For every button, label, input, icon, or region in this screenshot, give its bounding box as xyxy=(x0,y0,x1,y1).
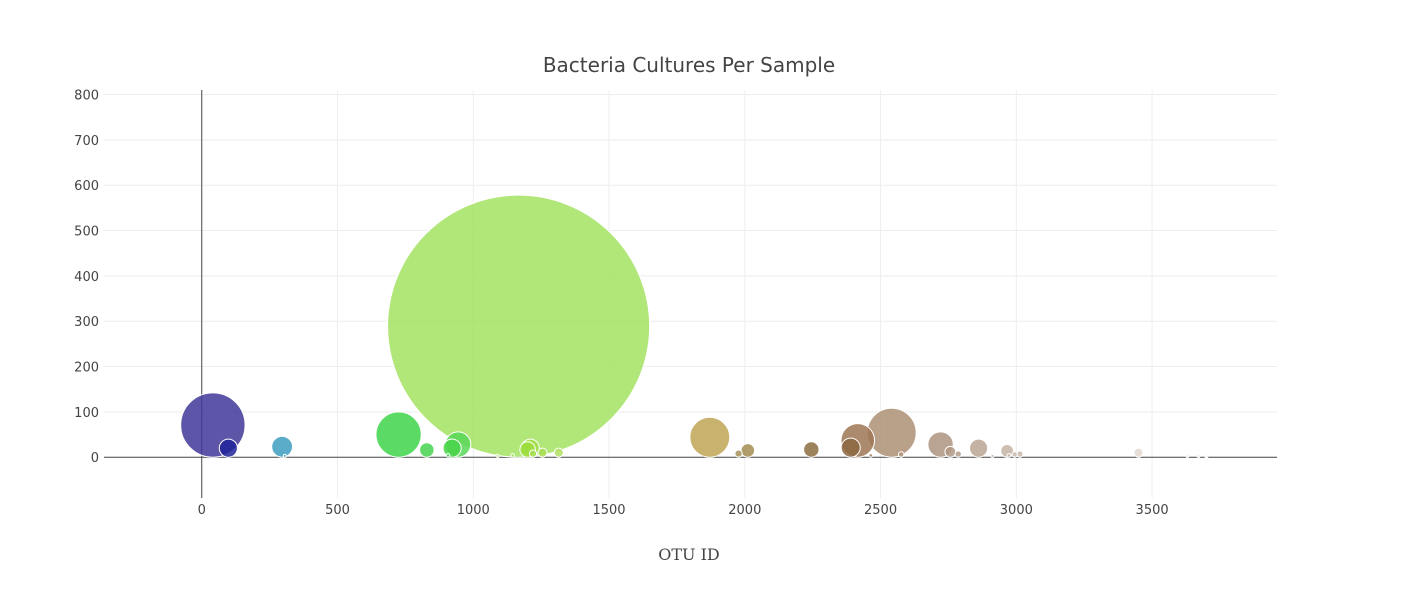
bubble-point xyxy=(445,453,451,458)
bubble-point xyxy=(537,447,548,458)
bubble-point xyxy=(218,438,238,458)
bubble-point xyxy=(1196,453,1201,458)
bubble-point xyxy=(528,449,538,458)
bubble-point xyxy=(944,445,957,458)
bubble-point xyxy=(868,453,874,458)
bubble-point xyxy=(689,416,731,458)
bubble-point xyxy=(969,438,989,458)
x-tick-label: 1500 xyxy=(592,503,625,518)
bubble-point xyxy=(803,441,820,458)
chart-title: Bacteria Cultures Per Sample xyxy=(543,53,835,77)
bubble-point xyxy=(271,435,294,458)
bubble-point xyxy=(375,411,422,458)
x-tick-label: 0 xyxy=(198,503,206,518)
y-tick-label: 0 xyxy=(91,451,99,466)
x-tick-label: 2500 xyxy=(864,503,897,518)
bubble-series xyxy=(180,194,1209,459)
bubble-point xyxy=(419,442,435,458)
bubble-point xyxy=(1133,447,1144,458)
bubble-point xyxy=(282,453,287,458)
y-tick-label: 300 xyxy=(74,315,99,330)
bubble-point xyxy=(1011,451,1018,458)
bubble-point xyxy=(734,449,743,458)
bubble-point xyxy=(954,450,962,458)
bubble-point xyxy=(510,453,515,458)
y-tick-label: 700 xyxy=(74,134,99,149)
y-tick-label: 600 xyxy=(74,179,99,194)
grid-lines xyxy=(104,90,1277,498)
y-tick-label: 800 xyxy=(74,89,99,104)
y-tick-label: 500 xyxy=(74,225,99,240)
bubble-point xyxy=(442,438,462,458)
bubble-point xyxy=(495,453,500,458)
bubble-point xyxy=(990,453,995,458)
bubble-point xyxy=(840,437,861,458)
bubble-point xyxy=(387,194,651,458)
bubble-point xyxy=(1185,453,1190,458)
x-tick-label: 3500 xyxy=(1136,503,1169,518)
bubble-point xyxy=(1006,453,1012,458)
bubble-point xyxy=(1204,454,1209,459)
bubble-point xyxy=(866,407,917,458)
bubble-point xyxy=(553,447,564,458)
x-tick-label: 1000 xyxy=(457,503,490,518)
x-tick-label: 500 xyxy=(325,503,350,518)
tick-labels: 0 500 1000 1500 2000 2500 3000 3500 0 100 200 300 40… xyxy=(74,89,1168,518)
x-axis-title: OTU ID xyxy=(658,545,720,564)
bubble-point xyxy=(740,443,756,458)
x-tick-label: 3000 xyxy=(1000,503,1033,518)
x-tick-label: 2000 xyxy=(728,503,761,518)
bubble-point xyxy=(897,451,905,458)
y-tick-label: 400 xyxy=(74,270,99,285)
y-tick-label: 100 xyxy=(74,406,99,421)
y-tick-label: 200 xyxy=(74,361,99,376)
